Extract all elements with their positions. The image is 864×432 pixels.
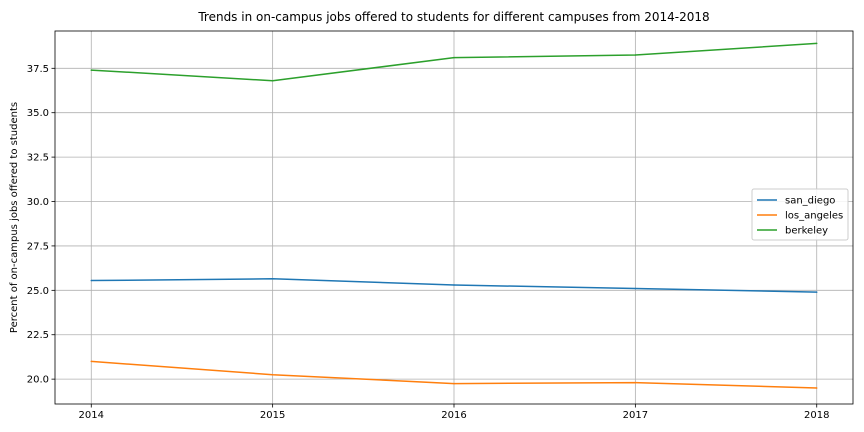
series-berkeley xyxy=(90,42,818,82)
data-point xyxy=(90,279,93,282)
y-tick-label: 22.5 xyxy=(27,330,49,341)
y-tick-label: 20.0 xyxy=(27,375,49,386)
data-point xyxy=(634,287,637,290)
x-tick-label: 2014 xyxy=(79,410,104,421)
legend-item-san-diego: san_diego xyxy=(757,196,835,207)
data-point xyxy=(453,284,455,286)
data-point xyxy=(453,56,455,59)
y-tick-label: 37.5 xyxy=(27,64,49,75)
series-san-diego xyxy=(90,278,818,293)
legend-label: berkeley xyxy=(785,226,828,237)
x-axis-ticks: 2014 2015 2016 2017 2018 xyxy=(79,404,829,421)
y-tick-label: 27.5 xyxy=(27,241,49,252)
y-tick-label: 25.0 xyxy=(27,286,49,297)
series-los-angeles xyxy=(90,360,818,389)
data-point xyxy=(634,54,637,56)
data-point xyxy=(90,360,93,363)
legend-label: san_diego xyxy=(785,196,835,207)
chart-title: Trends in on-campus jobs offered to stud… xyxy=(197,10,709,24)
data-point xyxy=(815,42,818,45)
y-tick-label: 30.0 xyxy=(27,197,49,208)
y-axis-ticks: 20.0 22.5 25.0 27.5 30.0 32.5 35.0 37.5 xyxy=(27,64,55,386)
data-point xyxy=(453,382,455,385)
data-point xyxy=(271,373,274,376)
data-point xyxy=(634,381,637,384)
x-tick-label: 2017 xyxy=(623,410,648,421)
data-point xyxy=(90,69,93,71)
x-tick-label: 2015 xyxy=(260,410,285,421)
x-tick-label: 2018 xyxy=(804,410,829,421)
y-tick-label: 35.0 xyxy=(27,108,49,119)
y-tick-label: 32.5 xyxy=(27,153,49,164)
legend-box xyxy=(751,188,849,241)
y-axis-title: Percent of on-campus jobs offered to stu… xyxy=(9,102,20,333)
legend-item-los-angeles: los_angeles xyxy=(757,211,843,222)
legend-item-berkeley: berkeley xyxy=(757,226,828,237)
grid-lines xyxy=(55,31,853,404)
data-point xyxy=(815,291,818,293)
x-tick-label: 2016 xyxy=(441,410,466,421)
data-point xyxy=(815,387,818,389)
legend-label: los_angeles xyxy=(785,211,843,222)
series-lines xyxy=(90,42,818,389)
legend: san_diego los_angeles berkeley xyxy=(751,188,849,241)
data-point xyxy=(271,79,274,82)
data-point xyxy=(271,278,274,280)
